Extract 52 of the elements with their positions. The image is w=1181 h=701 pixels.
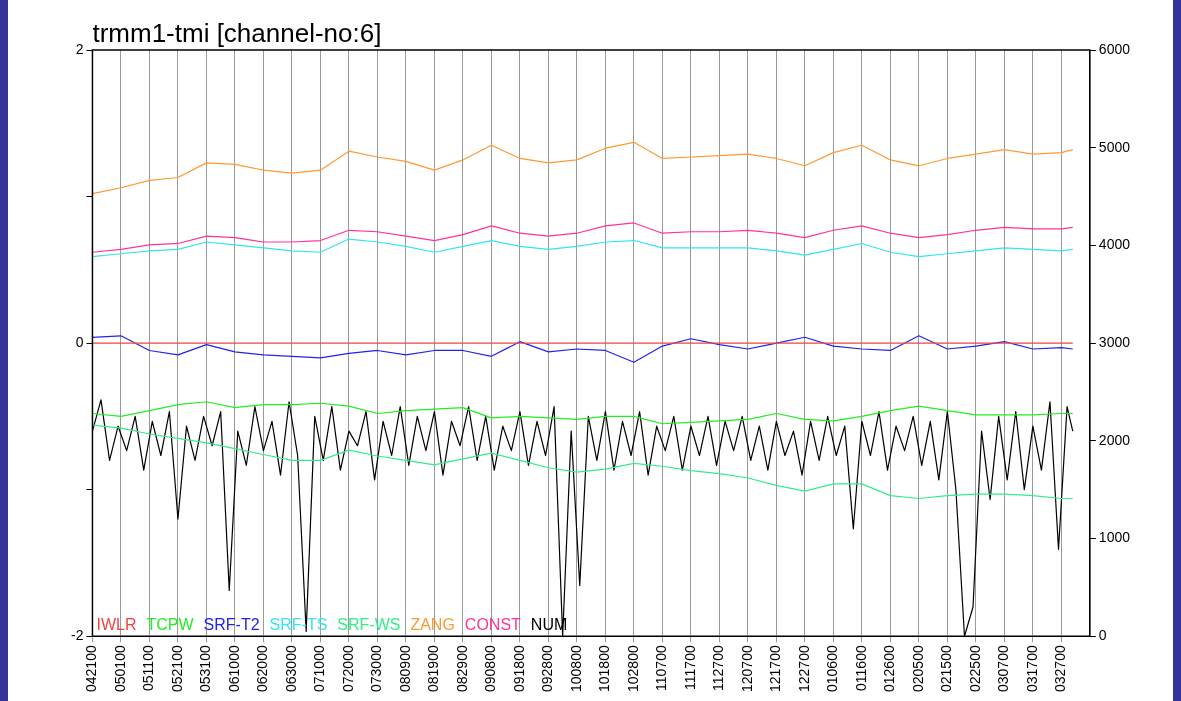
x-tick-label: 053100	[197, 645, 214, 692]
y2-tick-label: 6000	[1098, 40, 1131, 57]
x-tick-label: 110700	[653, 645, 670, 691]
y2-tick-label: 1000	[1098, 529, 1131, 546]
x-tick-label: 090800	[482, 645, 499, 692]
x-tick-label: 011600	[852, 645, 869, 691]
x-tick-label: 032700	[1052, 645, 1069, 692]
x-tick-label: 030700	[995, 645, 1012, 692]
x-tick-label: 102800	[624, 645, 641, 692]
x-tick-label: 073000	[368, 645, 385, 692]
x-tick-label: 022500	[966, 645, 983, 692]
y2-tick-label: 3000	[1098, 334, 1131, 350]
x-tick-label: 031700	[1023, 645, 1040, 692]
x-tick-label: 120700	[738, 645, 755, 692]
x-tick-label: 080900	[396, 645, 413, 692]
x-tick-label: 092800	[539, 645, 556, 692]
x-tick-label: 042100	[83, 645, 100, 692]
y2-tick-label: 0	[1098, 627, 1107, 644]
x-tick-label: 061000	[225, 645, 242, 692]
x-tick-label: 122700	[795, 645, 812, 692]
text: IWLR	[96, 616, 137, 634]
x-tick-label: 021500	[938, 645, 955, 692]
x-tick-label: 050100	[111, 645, 128, 692]
text: CONST	[464, 616, 522, 634]
x-tick-label: 071000	[311, 645, 328, 692]
x-tick-label: 111700	[681, 645, 698, 690]
x-tick-label: 081900	[425, 645, 442, 692]
x-tick-label: 062000	[254, 645, 271, 692]
x-tick-label: 012600	[881, 645, 898, 692]
x-tick-label: 052100	[168, 645, 185, 692]
x-tick-label: 072000	[339, 645, 356, 692]
x-tick-label: 010600	[824, 645, 841, 692]
x-tick-label: 082900	[453, 645, 470, 692]
y2-tick-label: 2000	[1098, 431, 1131, 448]
text: TCPW	[146, 616, 195, 634]
chart-title: trmm1-tmi [channel-no:6]	[92, 18, 382, 49]
x-tick-label: 020500	[909, 645, 926, 692]
x-tick-label: 091800	[510, 645, 527, 692]
text: SRF-T2	[203, 616, 260, 634]
x-tick-label: 100800	[567, 645, 584, 692]
x-tick-label: 101800	[596, 645, 613, 692]
x-tick-label: 121700	[767, 645, 784, 692]
text: SRF-WS	[337, 616, 401, 634]
y-tick-label: 0	[75, 334, 84, 350]
y-tick-label: 2	[75, 40, 84, 57]
x-tick-label: 051100	[140, 645, 157, 691]
y2-tick-label: 5000	[1098, 138, 1131, 155]
x-tick-label: 112700	[710, 645, 727, 691]
y2-tick-label: 4000	[1098, 236, 1131, 253]
text: ZANG	[410, 616, 455, 634]
y-tick-label: -2	[71, 627, 84, 644]
x-tick-label: 063000	[282, 645, 299, 692]
